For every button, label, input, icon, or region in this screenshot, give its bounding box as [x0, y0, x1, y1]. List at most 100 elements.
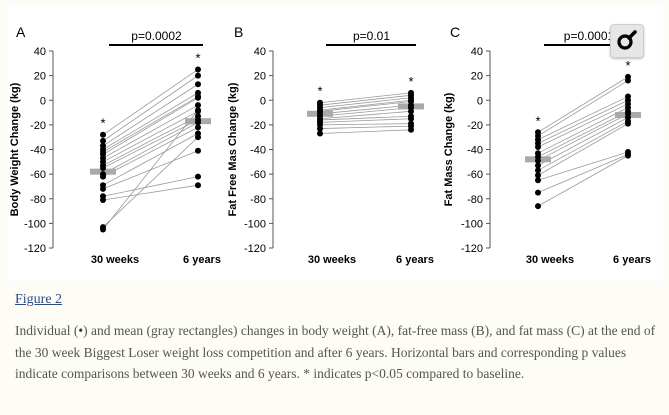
significance-star: *	[535, 113, 540, 128]
panel-letter: A	[16, 24, 26, 40]
figure-link[interactable]: Figure 2	[15, 292, 63, 307]
data-point	[535, 189, 541, 196]
y-tick-label: -40	[467, 145, 483, 157]
subject-line	[102, 133, 199, 186]
y-axis-label: Fat Mass Change (kg)	[443, 92, 455, 206]
subject-line	[319, 92, 412, 104]
data-point	[195, 102, 201, 109]
subject-line	[102, 119, 199, 169]
data-point	[100, 185, 106, 192]
figure-caption: Individual (•) and mean (gray rectangles…	[15, 320, 660, 385]
significance-star: *	[408, 74, 413, 89]
y-tick-label: -80	[467, 194, 483, 206]
subject-line	[102, 115, 199, 166]
subject-line	[537, 103, 629, 148]
p-value-label: p=0.01	[353, 29, 390, 43]
subject-line	[102, 176, 199, 197]
data-point	[317, 130, 323, 137]
data-point	[317, 125, 323, 132]
panel-a: 40 20 0 -20 -40 -60 -80 -100 -120 A Body Weight Ch…	[9, 24, 221, 266]
data-point	[100, 164, 106, 171]
y-tick-label: -80	[30, 194, 46, 206]
subject-line	[102, 69, 199, 136]
x-category-label: 30 weeks	[308, 254, 356, 266]
y-tick-label: 40	[254, 46, 266, 58]
y-axis-label: Fat Free Mas Change (kg)	[227, 82, 239, 216]
data-point	[195, 134, 201, 141]
data-point	[100, 196, 106, 203]
subject-line	[537, 151, 629, 181]
y-tick-label: 20	[34, 71, 46, 83]
y-tick-label: 0	[40, 95, 46, 107]
subject-line	[537, 110, 629, 158]
x-category-label: 30 weeks	[526, 254, 574, 266]
subject-line	[102, 109, 199, 230]
subject-line	[537, 76, 629, 133]
y-tick-label: 0	[477, 95, 483, 107]
subject-line	[102, 104, 199, 159]
y-tick-label: -80	[250, 194, 266, 206]
x-category-label: 6 years	[396, 254, 434, 266]
subject-line	[537, 113, 629, 161]
figure-chart: 40 20 0 -20 -40 -60 -80 -100 -120 A Body Weight Ch…	[9, 24, 651, 266]
subject-line	[319, 115, 412, 121]
subject-line	[319, 129, 412, 134]
data-point	[408, 108, 414, 115]
data-point	[195, 107, 201, 114]
subject-line	[102, 184, 199, 201]
subject-line	[319, 97, 412, 109]
y-tick-label: -100	[244, 218, 266, 230]
data-point	[408, 126, 414, 133]
y-tick-label: -120	[244, 243, 266, 255]
significance-star: *	[100, 116, 105, 131]
data-point	[535, 172, 541, 179]
subject-line	[537, 96, 629, 141]
p-value-label: p=0.0001	[564, 29, 615, 43]
subject-line	[537, 155, 629, 207]
y-tick-label: -20	[467, 120, 483, 132]
subject-line	[537, 120, 629, 171]
data-point	[625, 77, 631, 84]
y-tick-label: -20	[250, 120, 266, 132]
data-point	[625, 120, 631, 127]
zoom-button[interactable]	[610, 24, 644, 58]
data-point	[100, 173, 106, 180]
data-point	[100, 226, 106, 233]
panel-b: 40 20 0 -20 -40 -60 -80 -100 -120 B Fat Free Mas C…	[227, 24, 434, 266]
subject-line	[102, 75, 199, 142]
subject-line	[319, 123, 412, 126]
data-point	[195, 173, 201, 180]
data-point	[195, 72, 201, 79]
subject-line	[319, 125, 412, 129]
subject-line	[319, 107, 412, 117]
data-point	[100, 131, 106, 138]
y-tick-label: -120	[24, 243, 46, 255]
significance-star: *	[195, 50, 200, 65]
x-category-label: 6 years	[613, 254, 651, 266]
y-tick-label: -40	[250, 145, 266, 157]
subject-line	[102, 136, 199, 228]
data-point	[535, 167, 541, 174]
y-tick-label: -40	[30, 145, 46, 157]
subject-line	[537, 80, 629, 137]
data-point	[195, 182, 201, 189]
data-point	[625, 152, 631, 159]
y-tick-label: 20	[471, 71, 483, 83]
subject-line	[537, 123, 629, 176]
data-point	[195, 147, 201, 154]
p-value-label: p=0.0002	[131, 29, 182, 43]
caption-bullet: •	[78, 323, 84, 338]
data-point	[195, 66, 201, 73]
subject-line	[319, 99, 412, 111]
subject-line	[319, 101, 412, 112]
significance-star: *	[317, 84, 322, 99]
significance-star: *	[625, 58, 630, 73]
subject-line	[537, 154, 629, 193]
subject-line	[102, 92, 199, 150]
subject-line	[537, 99, 629, 144]
y-tick-label: -20	[30, 120, 46, 132]
data-point	[195, 94, 201, 101]
y-tick-label: -100	[461, 218, 483, 230]
subject-line	[537, 107, 629, 154]
subject-line	[102, 126, 199, 177]
